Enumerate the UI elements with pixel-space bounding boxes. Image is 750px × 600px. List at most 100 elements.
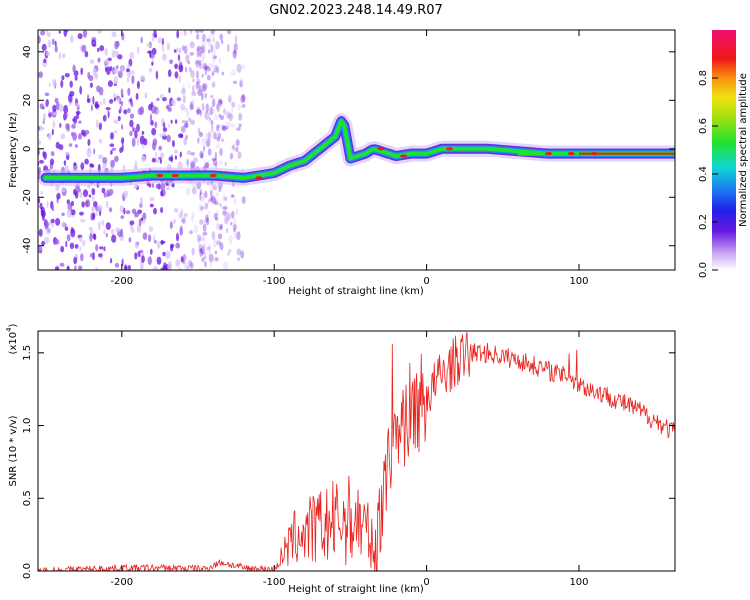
noise-dot <box>214 217 219 221</box>
noise-dot <box>186 158 189 167</box>
noise-dot <box>213 37 216 43</box>
noise-dot <box>238 113 243 121</box>
noise-dot <box>176 47 179 52</box>
x-tick-label: 100 <box>569 276 588 287</box>
noise-dot <box>59 123 62 128</box>
noise-dot <box>51 206 55 212</box>
snr-scale-exp: 4 <box>5 327 13 332</box>
noise-dot <box>65 123 69 130</box>
noise-dot <box>197 88 203 97</box>
noise-dot <box>184 262 187 270</box>
noise-dot <box>134 212 140 218</box>
noise-dot <box>183 45 188 55</box>
noise-dot <box>186 150 192 156</box>
noise-dot <box>54 45 58 53</box>
noise-dot <box>228 235 233 244</box>
noise-dot <box>151 47 157 56</box>
noise-dot <box>38 228 43 237</box>
noise-dot <box>156 109 160 114</box>
noise-dot <box>224 161 227 167</box>
noise-dot <box>105 59 110 66</box>
noise-dot <box>206 38 211 43</box>
noise-dot <box>141 130 145 135</box>
noise-dot <box>127 64 131 69</box>
noise-dot <box>148 226 153 232</box>
noise-dot <box>97 30 103 34</box>
noise-dot <box>151 127 157 136</box>
noise-dot <box>222 210 227 216</box>
noise-dot <box>202 62 208 71</box>
noise-dot <box>214 201 219 206</box>
noise-dot <box>54 97 59 104</box>
noise-dot <box>84 129 90 135</box>
noise-dot <box>198 131 202 137</box>
noise-dot <box>207 41 213 47</box>
noise-dot <box>70 209 76 216</box>
noise-dot <box>202 242 207 248</box>
noise-dot <box>229 152 234 160</box>
noise-dot <box>204 111 210 120</box>
noise-dot <box>219 114 225 121</box>
noise-dot <box>208 62 212 70</box>
noise-dot <box>59 262 65 267</box>
noise-dot <box>230 124 236 128</box>
noise-dot <box>236 231 241 241</box>
noise-dot <box>166 134 171 143</box>
noise-dot <box>187 83 190 88</box>
noise-dot <box>180 218 185 223</box>
noise-dot <box>196 48 200 58</box>
noise-dot <box>78 236 83 243</box>
noise-dot <box>215 192 220 197</box>
noise-dot <box>120 215 125 219</box>
noise-dot <box>226 212 231 221</box>
noise-dot <box>216 124 220 129</box>
noise-dot <box>148 67 153 73</box>
noise-dot <box>65 240 68 248</box>
noise-dot <box>113 130 118 134</box>
noise-dot <box>185 187 191 196</box>
noise-dot <box>79 211 84 216</box>
noise-dot <box>74 75 78 81</box>
noise-dot <box>216 223 221 232</box>
noise-dot <box>155 159 160 164</box>
noise-dot <box>238 123 242 128</box>
noise-dot <box>74 265 77 270</box>
noise-dot <box>135 92 139 101</box>
noise-dot <box>173 207 179 213</box>
noise-dot <box>60 245 65 253</box>
noise-dot <box>206 66 212 72</box>
noise-dot <box>153 30 157 38</box>
noise-dot <box>133 184 138 189</box>
noise-dot <box>80 219 86 223</box>
noise-dot <box>113 68 119 74</box>
noise-dot <box>151 157 157 163</box>
noise-dot <box>149 113 153 123</box>
noise-dot <box>213 113 219 121</box>
noise-dot <box>129 220 135 226</box>
noise-dot <box>142 232 148 240</box>
colorbar-ticks: 0.0 0.2 0.4 0.6 0.8 <box>698 70 718 278</box>
noise-dot <box>131 75 135 85</box>
noise-dot <box>108 207 113 213</box>
noise-dot <box>130 227 135 233</box>
noise-dot <box>216 222 220 229</box>
noise-dot <box>44 92 50 97</box>
noise-dot <box>55 218 61 226</box>
noise-dot <box>217 184 223 189</box>
noise-dot <box>48 133 52 141</box>
noise-dot <box>153 207 157 215</box>
noise-dot <box>196 234 201 243</box>
noise-dot <box>234 165 238 170</box>
noise-dot <box>163 122 166 128</box>
noise-dot <box>84 50 89 58</box>
noise-dot <box>99 101 103 105</box>
noise-dot <box>49 158 55 166</box>
noise-dot <box>197 137 200 144</box>
noise-dot <box>231 107 234 113</box>
noise-dot <box>56 192 61 200</box>
noise-dot <box>127 107 131 114</box>
noise-dot <box>226 111 231 119</box>
noise-dot <box>199 30 204 33</box>
noise-dot <box>63 104 69 114</box>
